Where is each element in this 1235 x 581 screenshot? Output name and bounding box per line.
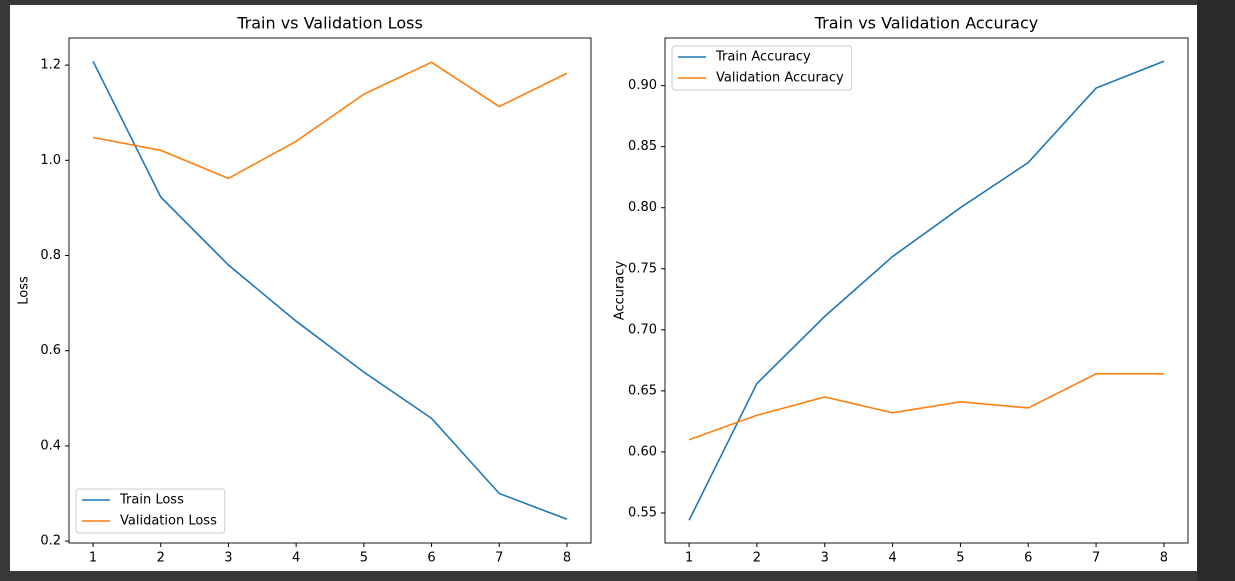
legend-label: Validation Accuracy [716, 71, 844, 86]
axes-frame [68, 37, 592, 544]
legend-frame [671, 45, 853, 91]
x-tick-label: 2 [157, 551, 165, 566]
y-tick-label: 1.0 [40, 153, 61, 168]
y-tick-label: 0.70 [628, 322, 657, 337]
chart-title: Train vs Validation Loss [236, 14, 423, 33]
x-tick-label: 5 [956, 551, 964, 566]
y-tick-label: 0.6 [40, 343, 61, 358]
figure-background [10, 5, 1197, 571]
y-tick-label: 0.55 [628, 505, 657, 520]
x-tick-label: 4 [292, 551, 300, 566]
x-tick-label: 6 [427, 551, 435, 566]
y-tick-label: 0.65 [628, 383, 657, 398]
chart-title: Train vs Validation Accuracy [814, 14, 1039, 33]
side-strip [1197, 0, 1235, 581]
y-tick-label: 1.2 [40, 58, 61, 73]
x-tick-label: 2 [753, 551, 761, 566]
x-tick-label: 7 [495, 551, 503, 566]
data-line [688, 60, 1165, 521]
y-axis-label: Loss [17, 276, 32, 305]
x-tick-label: 4 [888, 551, 896, 566]
y-tick-label: 0.90 [628, 78, 657, 93]
legend-label: Train Loss [119, 493, 184, 508]
y-tick-label: 0.4 [40, 438, 61, 453]
x-tick-label: 3 [821, 551, 829, 566]
legend-label: Validation Loss [120, 514, 217, 529]
y-tick-label: 0.8 [40, 248, 61, 263]
legend-frame [75, 488, 226, 534]
y-axis-label: Accuracy [613, 261, 628, 321]
x-tick-label: 8 [563, 551, 571, 566]
y-tick-label: 0.80 [628, 200, 657, 215]
x-tick-label: 1 [89, 551, 97, 566]
data-line [688, 372, 1164, 441]
x-tick-label: 7 [1092, 551, 1100, 566]
y-tick-label: 0.60 [628, 444, 657, 459]
x-tick-label: 5 [360, 551, 368, 566]
y-tick-label: 0.85 [628, 139, 657, 154]
data-line [92, 61, 568, 180]
y-tick-label: 0.2 [40, 534, 61, 549]
x-tick-label: 3 [224, 551, 232, 566]
x-tick-label: 1 [685, 551, 693, 566]
x-tick-label: 6 [1024, 551, 1032, 566]
y-tick-label: 0.75 [628, 261, 657, 276]
axes-frame [664, 37, 1189, 544]
x-tick-label: 8 [1160, 551, 1168, 566]
legend-label: Train Accuracy [715, 50, 811, 65]
data-line [92, 60, 568, 520]
